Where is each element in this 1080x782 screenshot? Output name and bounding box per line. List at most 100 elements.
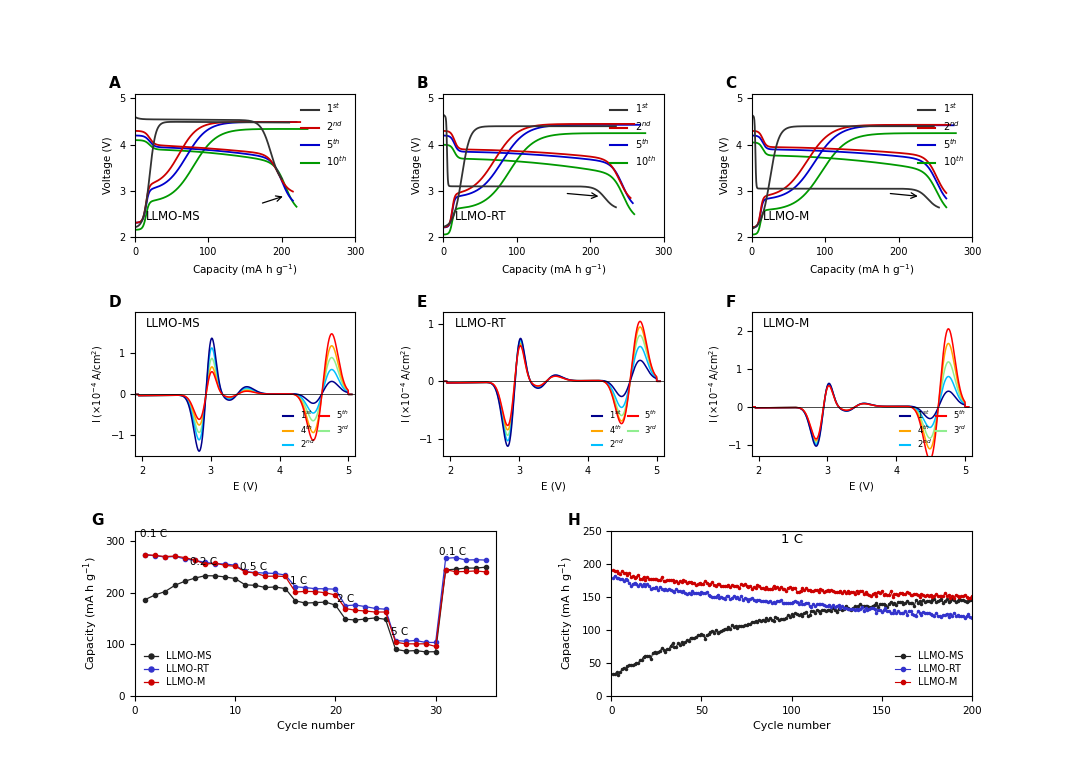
X-axis label: Cycle number: Cycle number (753, 721, 831, 731)
LLMO-MS (208, 571, 221, 580)
LLMO-RT (400, 637, 413, 646)
LLMO-M (309, 587, 322, 597)
Text: B: B (417, 76, 429, 91)
Text: 0.2 C: 0.2 C (190, 557, 217, 567)
LLMO-MS (469, 563, 482, 572)
LLMO-M (429, 642, 442, 651)
LLMO-M (419, 639, 432, 648)
LLMO-RT (329, 584, 342, 594)
Line: LLMO-M: LLMO-M (612, 569, 973, 600)
LLMO-MS (269, 583, 282, 592)
Text: A: A (109, 76, 120, 91)
Legend: 1$^{st}$, 2$^{nd}$, 5$^{th}$, 10$^{th}$: 1$^{st}$, 2$^{nd}$, 5$^{th}$, 10$^{th}$ (298, 99, 350, 171)
Text: 2 C: 2 C (337, 594, 354, 604)
LLMO-MS (299, 598, 312, 608)
X-axis label: Capacity (mA h g$^{-1}$): Capacity (mA h g$^{-1}$) (192, 263, 298, 278)
Text: G: G (92, 513, 104, 528)
Text: H: H (568, 513, 581, 528)
X-axis label: E (V): E (V) (850, 481, 875, 491)
LLMO-RT (239, 567, 252, 576)
LLMO-MS (389, 644, 402, 654)
Text: LLMO-MS: LLMO-MS (146, 317, 201, 330)
LLMO-MS (419, 647, 432, 657)
Legend: 1$^{st}$, 4$^{th}$, 2$^{nd}$, 5$^{th}$, 3$^{rd}$: 1$^{st}$, 4$^{th}$, 2$^{nd}$, 5$^{th}$, … (899, 407, 968, 452)
LLMO-MS (966, 595, 978, 604)
Text: C: C (726, 76, 737, 91)
LLMO-RT (138, 551, 151, 560)
Legend: 1$^{st}$, 4$^{th}$, 2$^{nd}$, 5$^{th}$, 3$^{rd}$: 1$^{st}$, 4$^{th}$, 2$^{nd}$, 5$^{th}$, … (590, 407, 660, 452)
LLMO-RT (349, 601, 362, 610)
LLMO-RT (149, 551, 162, 560)
LLMO-RT (966, 614, 978, 623)
LLMO-M (369, 608, 382, 617)
Legend: 1$^{st}$, 4$^{th}$, 2$^{nd}$, 5$^{th}$, 3$^{rd}$: 1$^{st}$, 4$^{th}$, 2$^{nd}$, 5$^{th}$, … (282, 407, 351, 452)
LLMO-M (239, 567, 252, 576)
LLMO-MS (199, 571, 212, 580)
Y-axis label: Voltage (V): Voltage (V) (104, 137, 113, 195)
LLMO-MS (675, 637, 688, 647)
LLMO-MS (168, 580, 181, 590)
LLMO-MS (379, 615, 392, 624)
LLMO-MS (612, 670, 625, 680)
Text: F: F (726, 295, 735, 310)
LLMO-MS (409, 646, 422, 655)
LLMO-RT (469, 555, 482, 565)
Legend: 1$^{st}$, 2$^{nd}$, 5$^{th}$, 10$^{th}$: 1$^{st}$, 2$^{nd}$, 5$^{th}$, 10$^{th}$ (607, 99, 659, 171)
Y-axis label: I (×10$^{-4}$ A/cm$^{2}$): I (×10$^{-4}$ A/cm$^{2}$) (707, 345, 723, 423)
Text: 0.1 C: 0.1 C (140, 529, 167, 540)
LLMO-M (339, 604, 352, 613)
LLMO-M (349, 605, 362, 615)
LLMO-MS (440, 565, 453, 575)
LLMO-RT (168, 552, 181, 561)
LLMO-MS (288, 596, 301, 605)
LLMO-M (389, 637, 402, 647)
LLMO-MS (359, 615, 372, 624)
Text: LLMO-M: LLMO-M (762, 210, 810, 223)
LLMO-RT (419, 638, 432, 647)
LLMO-RT (449, 553, 462, 562)
LLMO-RT (189, 556, 202, 565)
LLMO-MS (400, 647, 413, 656)
LLMO-M (288, 587, 301, 597)
LLMO-M (219, 561, 232, 570)
Y-axis label: Voltage (V): Voltage (V) (720, 137, 730, 195)
LLMO-RT (440, 554, 453, 563)
LLMO-MS (939, 596, 951, 605)
LLMO-MS (178, 576, 191, 586)
Y-axis label: Capacity (mA h g$^{-1}$): Capacity (mA h g$^{-1}$) (81, 557, 100, 670)
LLMO-MS (449, 565, 462, 574)
LLMO-M (449, 567, 462, 576)
LLMO-MS (309, 598, 322, 608)
LLMO-RT (229, 561, 242, 570)
LLMO-RT (288, 582, 301, 591)
Text: 1 C: 1 C (291, 576, 308, 586)
LLMO-M (329, 590, 342, 600)
Text: D: D (109, 295, 121, 310)
LLMO-RT (359, 602, 372, 612)
LLMO-M (248, 569, 261, 578)
LLMO-M (229, 561, 242, 571)
LLMO-MS (630, 658, 643, 668)
Legend: LLMO-MS, LLMO-RT, LLMO-M: LLMO-MS, LLMO-RT, LLMO-M (891, 647, 967, 691)
LLMO-M (189, 555, 202, 565)
Line: LLMO-RT: LLMO-RT (143, 553, 488, 644)
LLMO-RT (248, 568, 261, 577)
LLMO-RT (369, 604, 382, 613)
LLMO-MS (480, 562, 492, 572)
LLMO-RT (949, 611, 962, 620)
LLMO-MS (159, 586, 172, 596)
LLMO-M (299, 586, 312, 596)
LLMO-RT (319, 584, 332, 594)
LLMO-MS (149, 590, 162, 600)
LLMO-RT (607, 573, 620, 583)
Text: LLMO-M: LLMO-M (762, 317, 810, 330)
LLMO-MS (219, 572, 232, 582)
Text: LLMO-RT: LLMO-RT (455, 210, 507, 223)
LLMO-M (966, 591, 978, 601)
LLMO-M (208, 558, 221, 568)
Text: 1 C: 1 C (781, 533, 802, 546)
Text: E: E (417, 295, 428, 310)
Y-axis label: Voltage (V): Voltage (V) (411, 137, 422, 195)
LLMO-RT (630, 579, 643, 589)
Text: LLMO-RT: LLMO-RT (455, 317, 507, 330)
